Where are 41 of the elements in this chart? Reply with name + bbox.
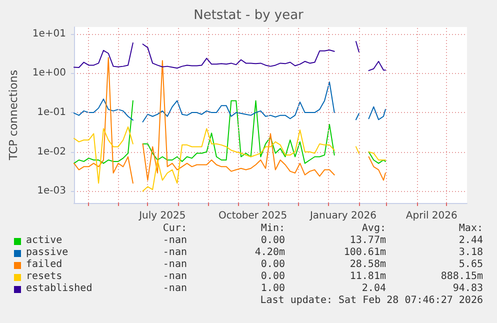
text: -nan <box>162 271 187 283</box>
text: 28.58m <box>350 259 386 271</box>
text: 0.00 <box>260 271 285 283</box>
x-tick-label: January 2026 <box>308 210 376 222</box>
y-tick-label: 1e-01 <box>37 107 66 118</box>
chart-title: Netstat - by year <box>194 8 304 23</box>
text: 2.04 <box>362 283 386 295</box>
y-tick-label: 1e+01 <box>32 28 66 40</box>
text: Min: <box>260 223 285 235</box>
text: -nan <box>162 235 187 247</box>
text: 5.65 <box>458 259 483 271</box>
text: Cur: <box>162 223 187 235</box>
text: Avg: <box>362 223 386 235</box>
y-tick-label: 1e+00 <box>32 68 66 79</box>
text: 888.15m <box>440 271 483 283</box>
text: -nan <box>162 247 187 259</box>
x-tick-label: July 2025 <box>138 210 186 222</box>
y-axis-title: TCP connections <box>7 70 20 162</box>
x-tick-label: October 2025 <box>218 210 288 222</box>
text: 11.81m <box>350 271 386 283</box>
text: -nan <box>162 283 187 295</box>
text: 0.00 <box>260 235 285 247</box>
text: 2.44 <box>458 235 483 247</box>
text: 94.83 <box>452 283 483 295</box>
y-tick-label: 1e-03 <box>37 186 66 197</box>
y-tick-label: 1e-02 <box>37 146 66 158</box>
legend-label: resets <box>26 271 62 283</box>
text: 4.20m <box>254 247 285 259</box>
text: 1.00 <box>260 283 285 295</box>
text: 0.00 <box>260 259 285 271</box>
legend-label: passive <box>26 247 68 259</box>
text: 13.77m <box>350 235 386 247</box>
legend-label: failed <box>26 259 62 271</box>
text: -nan <box>162 259 187 271</box>
x-tick-label: April 2026 <box>406 210 458 222</box>
text: 100.61m <box>344 247 386 259</box>
legend-label: established <box>26 283 92 295</box>
text: 3.18 <box>458 247 483 259</box>
text: Last update: Sat Feb 28 07:46:27 2026 <box>260 295 483 307</box>
text: Max: <box>458 223 483 235</box>
legend-label: active <box>26 235 62 247</box>
